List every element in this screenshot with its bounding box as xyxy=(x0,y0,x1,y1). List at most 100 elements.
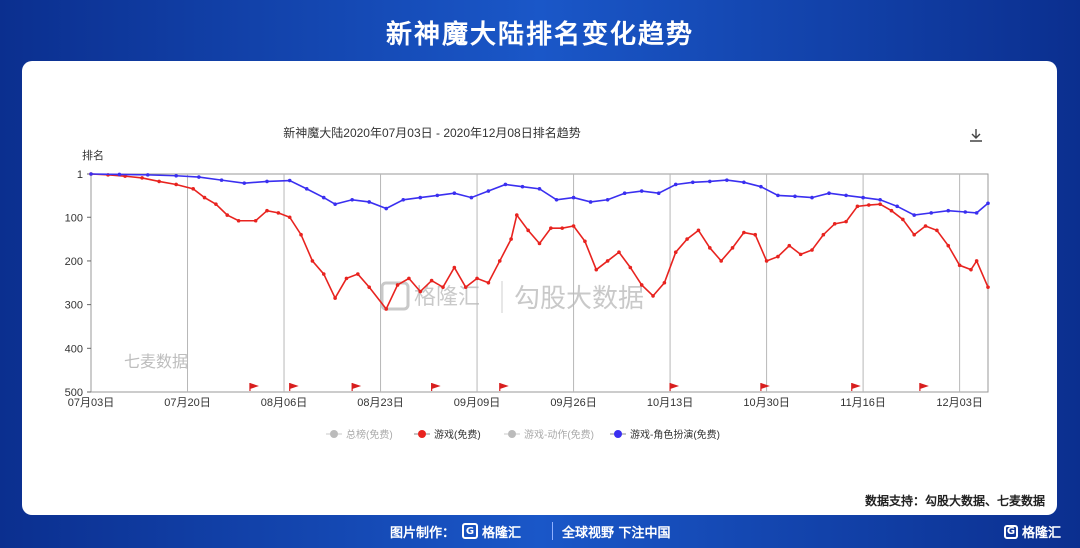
data-point xyxy=(656,191,661,196)
qimai-watermark: 七麦数据 xyxy=(124,352,188,371)
data-point xyxy=(276,211,281,215)
corner-logo-icon: G xyxy=(1004,524,1018,539)
data-point xyxy=(821,232,826,237)
data-point xyxy=(497,259,502,263)
x-tick-label: 12月03日 xyxy=(936,397,982,409)
data-point xyxy=(367,200,371,204)
y-tick-label: 200 xyxy=(65,256,83,268)
data-point xyxy=(174,173,178,178)
data-point xyxy=(946,243,951,248)
data-point xyxy=(708,179,712,184)
series-line xyxy=(90,173,989,216)
data-point xyxy=(191,187,195,191)
data-point xyxy=(418,195,423,200)
data-point xyxy=(662,280,667,285)
data-point xyxy=(571,224,576,228)
data-point xyxy=(986,285,990,289)
data-point xyxy=(549,226,553,230)
legend-marker xyxy=(418,430,426,438)
data-point xyxy=(810,195,814,200)
gelonghui-watermark: 格隆汇 xyxy=(380,281,480,311)
data-point xyxy=(242,181,247,185)
data-point xyxy=(435,193,440,198)
data-point xyxy=(140,176,144,180)
y-tick-label: 300 xyxy=(65,300,83,312)
page-title: 新神魔大陆排名变化趋势 xyxy=(385,20,694,50)
data-point xyxy=(395,283,400,287)
data-point xyxy=(157,179,161,184)
data-point xyxy=(384,307,389,311)
x-tick-label: 09月26日 xyxy=(550,397,596,409)
data-point xyxy=(742,180,746,185)
data-point xyxy=(503,182,508,187)
data-point xyxy=(764,259,769,263)
data-point xyxy=(878,202,882,206)
footer-divider xyxy=(552,522,553,540)
corner-logo-text: 格隆汇 xyxy=(1022,526,1062,541)
rank-chart: 新神魔大陆2020年07月03日 - 2020年12月08日排名趋势 排名 格隆… xyxy=(65,125,990,441)
data-point xyxy=(174,182,178,187)
legend-label: 游戏-动作(免费) xyxy=(524,428,594,441)
data-point xyxy=(639,189,644,193)
data-point xyxy=(486,189,491,193)
event-flag-icon xyxy=(919,383,929,391)
data-point xyxy=(520,184,525,189)
legend-item[interactable]: 游戏-角色扮演(免费) xyxy=(610,428,720,441)
data-point xyxy=(753,232,758,237)
download-icon[interactable] xyxy=(970,129,982,142)
footer-logo-text: 格隆汇 xyxy=(482,525,522,541)
data-point xyxy=(225,213,230,217)
data-point xyxy=(912,232,916,237)
legend-item[interactable]: 游戏-动作(免费) xyxy=(504,428,594,441)
plot-frame xyxy=(90,173,989,393)
data-point xyxy=(514,213,519,217)
data-point xyxy=(810,248,814,252)
data-point xyxy=(202,195,207,200)
data-point xyxy=(350,197,354,202)
data-point xyxy=(708,246,712,250)
data-point xyxy=(889,208,894,213)
data-point xyxy=(526,228,530,233)
data-point xyxy=(946,208,951,213)
data-point xyxy=(878,197,882,202)
data-point xyxy=(866,203,871,207)
x-tick-label: 11月16日 xyxy=(840,397,886,409)
data-point xyxy=(588,200,593,204)
data-point xyxy=(690,180,695,185)
data-point xyxy=(89,172,93,176)
data-point xyxy=(304,187,309,191)
data-point xyxy=(622,191,627,196)
footer-slogan: 全球视野 下注中国 xyxy=(562,526,671,541)
data-point xyxy=(986,201,990,206)
data-point xyxy=(912,213,916,217)
x-tick-label: 09月09日 xyxy=(454,397,500,409)
data-point xyxy=(486,280,491,285)
legend-item[interactable]: 总榜(免费) xyxy=(326,428,393,441)
data-point xyxy=(742,230,746,235)
data-point xyxy=(685,237,689,241)
data-point xyxy=(974,211,979,215)
data-support-text: 数据支持：勾股大数据、七麦数据 xyxy=(864,494,1045,508)
data-point xyxy=(554,197,559,202)
legend-item[interactable]: 游戏(免费) xyxy=(414,428,481,441)
data-point xyxy=(321,195,326,200)
data-point xyxy=(605,259,610,263)
data-point xyxy=(560,226,565,230)
data-point xyxy=(974,259,979,263)
data-point xyxy=(969,267,973,272)
footer: 图片制作： G 格隆汇 全球视野 下注中国 G 格隆汇 xyxy=(0,516,1080,548)
legend-marker xyxy=(508,430,516,438)
data-point xyxy=(855,204,860,209)
data-point xyxy=(793,194,797,199)
data-point xyxy=(725,178,729,182)
x-tick-label: 08月23日 xyxy=(357,397,403,409)
data-point xyxy=(287,215,292,220)
data-point xyxy=(475,276,479,281)
event-flag-icon xyxy=(351,383,362,391)
data-point xyxy=(145,173,150,177)
y-tick-label: 400 xyxy=(65,343,83,355)
data-point xyxy=(673,182,678,187)
svg-text:格隆汇: 格隆汇 xyxy=(414,285,480,310)
data-point xyxy=(929,211,934,215)
data-point xyxy=(197,175,201,179)
